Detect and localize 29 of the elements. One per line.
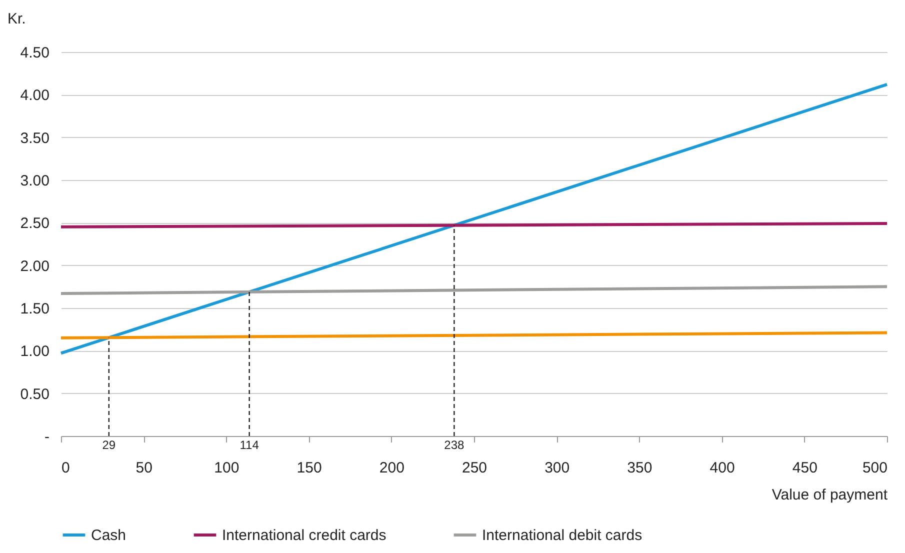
legend-label: International debit cards [482,527,642,544]
x-tick-label: 300 [544,460,570,476]
x-tick-label: 250 [462,460,488,476]
ref-line-label: 114 [240,438,260,452]
y-tick-label: 0.50 [20,386,50,403]
x-tick-label: 500 [862,460,888,476]
ref-line-label: 29 [102,438,116,452]
y-axis-title: Kr. [8,10,26,28]
y-tick-label: 2.50 [20,215,50,232]
x-tick-label: 350 [627,460,652,476]
ref-line-label: 238 [444,438,465,452]
x-tick-label: 150 [296,460,322,476]
y-tick-label: - [44,428,50,446]
legend-label: International credit cards [222,527,386,544]
y-tick-label: 4.00 [20,87,50,104]
x-tick-label: 0 [62,460,70,476]
legend-label: Cash [91,527,126,544]
x-tick-label: 100 [214,460,240,476]
x-axis-title: Value of payment [772,486,888,504]
x-tick-label: 450 [792,460,818,476]
y-tick-label: 3.50 [20,130,50,147]
y-tick-label: 1.00 [20,343,50,360]
y-tick-label: 3.00 [20,172,50,190]
y-tick-label: 1.50 [20,300,50,318]
x-tick-label: 200 [379,460,404,476]
x-tick-label: 400 [710,460,735,476]
y-tick-label: 2.00 [20,258,50,275]
x-tick-label: 50 [136,460,152,476]
y-tick-label: 4.50 [20,44,50,62]
